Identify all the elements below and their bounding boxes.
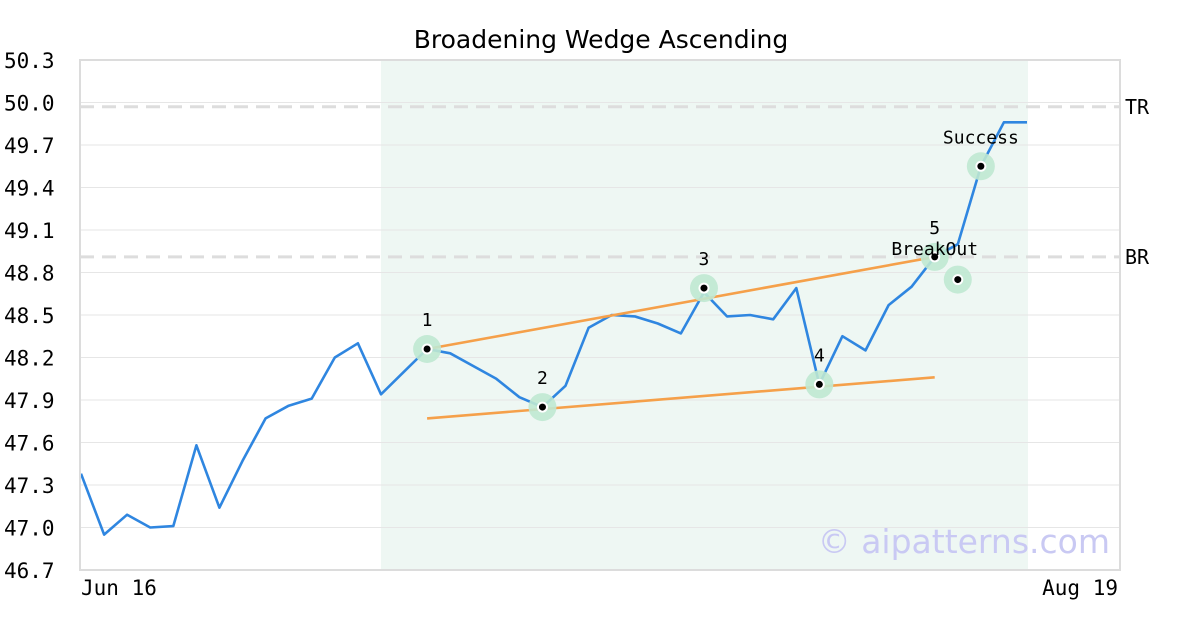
y-tick-label: 50.3 (4, 49, 55, 73)
plot-border (79, 59, 1121, 571)
level-label: BR (1125, 245, 1150, 269)
y-tick-label: 47.6 (4, 432, 55, 456)
trendline (426, 255, 935, 351)
y-tick-label: 48.5 (4, 304, 55, 328)
point-sublabel: BreakOut (891, 239, 978, 260)
point-marker (423, 345, 431, 353)
point-label: 2 (537, 368, 548, 389)
point-marker (954, 276, 962, 284)
x-tick-label: Jun 16 (81, 576, 157, 600)
watermark: © aipatterns.com (818, 522, 1110, 561)
y-tick-label: 47.3 (4, 474, 55, 498)
point-marker (815, 380, 823, 388)
point-label: 4 (814, 345, 825, 366)
trendline (426, 376, 935, 420)
y-tick-label: 46.7 (4, 559, 55, 583)
point-marker (700, 284, 708, 292)
price-line (79, 121, 1027, 536)
point-label: 1 (422, 310, 433, 331)
y-tick-label: 50.0 (4, 92, 55, 116)
point-marker (538, 403, 546, 411)
point-marker (977, 162, 985, 170)
y-tick-label: 49.4 (4, 177, 55, 201)
y-tick-label: 49.7 (4, 134, 55, 158)
y-tick-label: 47.9 (4, 389, 55, 413)
y-tick-label: 48.2 (4, 347, 55, 371)
y-tick-label: 48.8 (4, 262, 55, 286)
point-label: 5 (929, 218, 940, 239)
x-tick-label: Aug 19 (1042, 576, 1118, 600)
y-tick-label: 47.0 (4, 517, 55, 541)
point-label: Success (943, 127, 1019, 148)
chart-title: Broadening Wedge Ascending (414, 25, 789, 54)
y-tick-label: 49.1 (4, 219, 55, 243)
plot-area: 46.7 47.0 47.3 47.6 47.9 48.2 48.5 48.8 49.1 49.4… (4, 49, 1150, 600)
level-label: TR (1125, 95, 1150, 119)
point-marker (931, 253, 939, 261)
point-label: 3 (699, 249, 710, 270)
